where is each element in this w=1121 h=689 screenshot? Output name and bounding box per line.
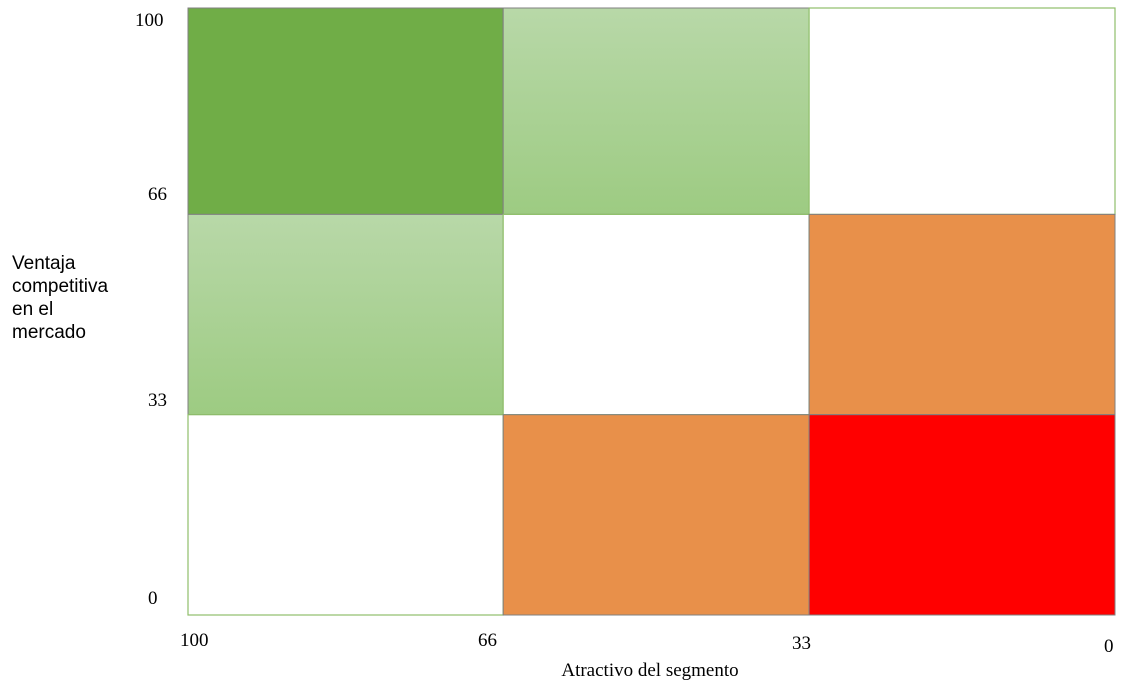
y-tick-label: 66 [148,184,167,205]
y-axis-title-line: mercado [12,322,86,343]
x-axis-title: Atractivo del segmento [561,660,739,681]
y-tick-label: 33 [148,390,167,411]
heatmap-cell-white [808,7,1116,215]
heatmap-cell-dark-green [187,7,504,215]
heatmap-cell-light-green [187,213,504,416]
y-tick-label: 100 [135,10,164,31]
heatmap-cell-orange [502,414,810,616]
x-tick-label: 0 [1104,636,1114,657]
heatmap-cell-orange [808,213,1116,416]
heatmap-cell-red [808,414,1116,616]
heatmap-cell-light-green [502,7,810,215]
y-axis-title-line: competitiva [12,276,109,297]
heatmap-cell-white [502,213,810,416]
y-axis-title-line: en el [12,299,54,320]
y-axis-title: Ventaja competitiva en el mercado [12,252,172,344]
y-tick-label: 0 [148,588,158,609]
x-tick-label: 66 [478,630,497,651]
y-axis-title-line: Ventaja [12,253,76,274]
x-tick-label: 100 [180,630,209,651]
heatmap-cell-white [187,414,504,616]
x-tick-label: 33 [792,633,811,654]
